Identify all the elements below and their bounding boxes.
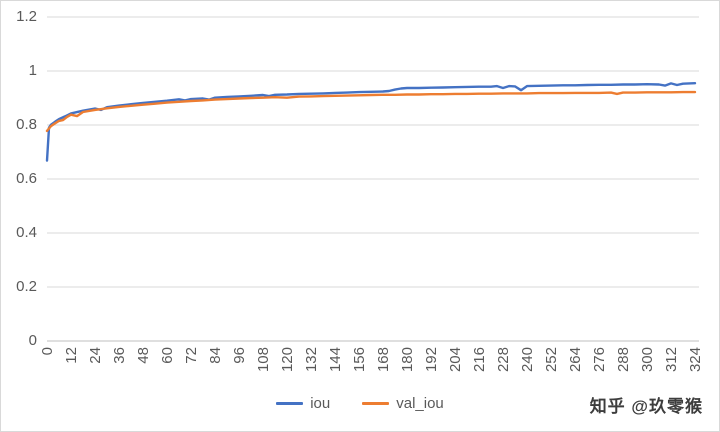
x-tick-label: 108 [255, 347, 272, 373]
x-tick-label: 192 [423, 347, 440, 373]
y-tick-label: 1.2 [16, 8, 37, 25]
x-tick-label: 240 [519, 347, 536, 373]
legend-item-val-iou: val_iou [362, 395, 444, 412]
x-tick-label: 276 [591, 347, 608, 373]
y-tick-label: 0 [28, 332, 37, 349]
x-tick-label: 228 [495, 347, 512, 373]
x-tick-label: 180 [399, 347, 416, 373]
legend-item-iou: iou [276, 395, 330, 412]
x-tick-label: 0 [39, 347, 56, 356]
x-tick-label: 120 [279, 347, 296, 373]
x-tick-label: 132 [303, 347, 320, 373]
x-tick-label: 24 [87, 347, 104, 364]
x-tick-label: 312 [663, 347, 680, 373]
x-tick-label: 72 [183, 347, 200, 364]
y-tick-label: 0.4 [16, 224, 37, 241]
x-tick-label: 288 [615, 347, 632, 373]
watermark: 知乎 @玖零猴 [589, 397, 703, 416]
x-tick-label: 252 [543, 347, 560, 373]
legend-label-iou: iou [310, 395, 331, 412]
series-line-val_iou [45, 90, 697, 133]
legend-label-val-iou: val_iou [396, 395, 444, 412]
x-tick-label: 48 [135, 347, 152, 364]
y-tick-label: 0.6 [16, 170, 37, 187]
legend: iou val_iou [1, 395, 719, 412]
x-tick-label: 144 [327, 347, 344, 373]
y-tick-label: 0.8 [16, 116, 37, 133]
x-tick-label: 300 [639, 347, 656, 373]
y-tick-label: 1 [28, 62, 37, 79]
x-tick-label: 204 [447, 347, 464, 373]
x-tick-label: 60 [159, 347, 176, 364]
series-line-iou [45, 81, 697, 162]
x-tick-label: 96 [231, 347, 248, 364]
x-tick-label: 216 [471, 347, 488, 373]
y-tick-label: 0.2 [16, 278, 37, 295]
x-tick-label: 12 [63, 347, 80, 364]
x-tick-label: 36 [111, 347, 128, 364]
x-tick-label: 168 [375, 347, 392, 373]
x-tick-label: 264 [567, 347, 584, 373]
x-tick-label: 84 [207, 347, 224, 364]
x-tick-label: 156 [351, 347, 368, 373]
val-iou-line-swatch [362, 402, 390, 405]
iou-line-swatch [276, 402, 304, 405]
x-tick-label: 324 [687, 347, 704, 373]
